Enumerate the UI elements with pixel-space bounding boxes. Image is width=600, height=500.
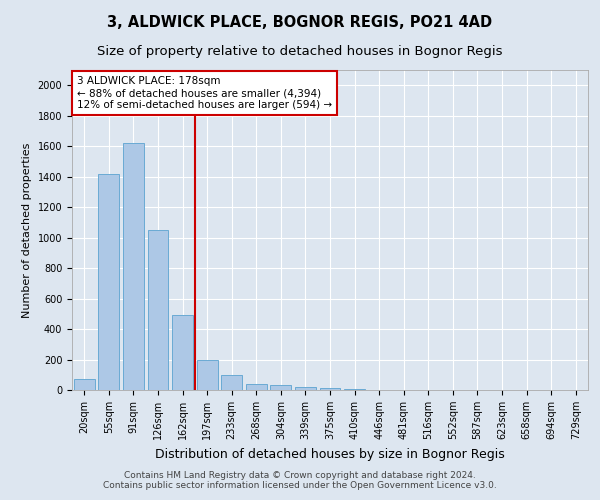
Bar <box>221 375 242 390</box>
X-axis label: Distribution of detached houses by size in Bognor Regis: Distribution of detached houses by size … <box>155 448 505 460</box>
Y-axis label: Number of detached properties: Number of detached properties <box>22 142 32 318</box>
Text: Size of property relative to detached houses in Bognor Regis: Size of property relative to detached ho… <box>97 45 503 58</box>
Bar <box>74 378 95 390</box>
Text: 3, ALDWICK PLACE, BOGNOR REGIS, PO21 4AD: 3, ALDWICK PLACE, BOGNOR REGIS, PO21 4AD <box>107 15 493 30</box>
Bar <box>197 360 218 390</box>
Bar <box>148 230 169 390</box>
Bar <box>295 387 316 390</box>
Bar <box>98 174 119 390</box>
Bar <box>271 386 292 390</box>
Bar <box>320 388 340 390</box>
Bar <box>123 143 144 390</box>
Text: Contains HM Land Registry data © Crown copyright and database right 2024.
Contai: Contains HM Land Registry data © Crown c… <box>103 470 497 490</box>
Bar <box>172 316 193 390</box>
Text: 3 ALDWICK PLACE: 178sqm
← 88% of detached houses are smaller (4,394)
12% of semi: 3 ALDWICK PLACE: 178sqm ← 88% of detache… <box>77 76 332 110</box>
Bar <box>344 389 365 390</box>
Bar <box>246 384 267 390</box>
